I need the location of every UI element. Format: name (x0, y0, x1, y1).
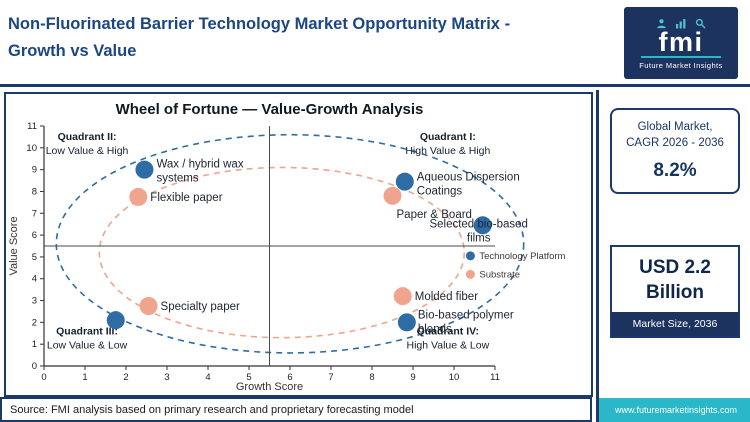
legend-label: Substrate (479, 269, 520, 280)
y-tick-label: 6 (32, 230, 37, 241)
market-size-value: USD 2.2 Billion (612, 247, 738, 312)
data-point-label: films (467, 232, 491, 244)
data-point-label: Molded fiber (415, 291, 478, 303)
wheel-ellipse (98, 166, 466, 339)
data-point (106, 311, 125, 330)
y-tick-label: 8 (32, 186, 37, 197)
data-point-label: Bio-based polymer (418, 309, 514, 321)
logo-icons (656, 16, 706, 29)
x-tick-label: 2 (123, 372, 128, 383)
quadrant-desc: High Value & Low (407, 339, 490, 351)
data-point-label: Selected bio-based (429, 218, 527, 230)
y-tick-label: 11 (27, 121, 37, 132)
quadrant-label: Quadrant I: (420, 131, 476, 143)
sidebar: Global Market, CAGR 2026 - 2036 8.2% USD… (596, 90, 750, 422)
market-size-card: USD 2.2 Billion Market Size, 2036 (610, 245, 740, 339)
x-tick-label: 5 (246, 372, 251, 383)
x-axis-label: Growth Score (236, 381, 303, 393)
cagr-label-line2: CAGR 2026 - 2036 (626, 136, 724, 149)
chart-svg: 0 1 2 3 4 5 6 7 8 9 10 11 0 1 2 3 4 5 6 7 8 9 10 11 Wheel of For… (8, 101, 566, 393)
fmi-logo: fmi Future Market Insights (624, 7, 738, 79)
quadrant-desc: Low Value & High (46, 145, 129, 157)
page-title: Non-Fluorinated Barrier Technology Marke… (8, 11, 510, 65)
x-tick-label: 9 (410, 372, 415, 383)
quadrant-label: Quadrant II: (58, 131, 117, 143)
source-note: Source: FMI analysis based on primary re… (0, 397, 592, 422)
y-tick-label: 9 (32, 165, 37, 176)
cagr-card: Global Market, CAGR 2026 - 2036 8.2% (610, 108, 740, 195)
data-point-label: Paper & Board (397, 209, 472, 221)
data-point-label: Flexible paper (150, 192, 222, 204)
logo-monogram: fmi (658, 27, 704, 57)
quadrant-desc: High Value & High (405, 145, 490, 157)
person-icon (656, 18, 667, 29)
cagr-value: 8.2% (653, 160, 697, 182)
legend-label: Technology Platform (479, 251, 565, 262)
market-size-value-line2: Billion (645, 281, 705, 303)
x-tick-label: 1 (82, 372, 87, 383)
quadrant-desc: Low Value & Low (47, 339, 128, 351)
title-line2: Growth vs Value (8, 42, 137, 61)
data-point-label: systems (156, 173, 198, 185)
y-tick-label: 3 (32, 296, 37, 307)
data-point-label: Wax / hybrid wax (156, 159, 243, 171)
legend-swatch (465, 251, 475, 261)
x-tick-label: 3 (164, 372, 169, 383)
quadrant-label: Quadrant III: (56, 325, 118, 337)
x-tick-label: 10 (449, 372, 460, 383)
source-text: Source: FMI analysis based on primary re… (10, 403, 414, 416)
scatter-chart: 0 1 2 3 4 5 6 7 8 9 10 11 0 1 2 3 4 5 6 7 8 9 10 11 Wheel of For… (6, 94, 591, 394)
x-tick-label: 0 (41, 372, 46, 383)
data-point (393, 287, 412, 306)
logo-tagline: Future Market Insights (639, 61, 723, 70)
x-tick-label: 11 (490, 372, 500, 383)
data-point (383, 186, 402, 205)
website-strip: www.futuremarketinsights.com (599, 398, 750, 422)
data-point (397, 313, 416, 332)
data-point-label: Specialty paper (161, 301, 240, 313)
x-tick-label: 7 (328, 372, 333, 383)
market-size-caption: Market Size, 2036 (612, 312, 738, 337)
logo-divider (641, 56, 721, 58)
market-size-value-line1: USD 2.2 (639, 257, 711, 278)
quadrant-label: Quadrant IV: (417, 325, 479, 337)
y-tick-label: 10 (26, 143, 37, 154)
title-line1: Non-Fluorinated Barrier Technology Marke… (8, 15, 511, 33)
header: Non-Fluorinated Barrier Technology Marke… (0, 0, 750, 87)
x-tick-label: 6 (287, 372, 292, 383)
bar-chart-icon (675, 18, 687, 29)
chart-panel: 0 1 2 3 4 5 6 7 8 9 10 11 0 1 2 3 4 5 6 7 8 9 10 11 Wheel of For… (4, 92, 593, 397)
data-point-label: blends (418, 323, 452, 335)
data-point-label: Coatings (417, 186, 463, 198)
y-tick-label: 1 (32, 339, 37, 350)
data-point (139, 297, 158, 315)
data-point (473, 216, 492, 235)
y-tick-label: 2 (32, 317, 37, 328)
data-point (395, 172, 414, 191)
x-tick-label: 8 (369, 372, 374, 383)
chart-title: Wheel of Fortune — Value-Growth Analysis (116, 101, 424, 118)
legend-swatch (465, 269, 475, 279)
data-point (129, 187, 148, 206)
y-tick-label: 7 (32, 208, 37, 219)
y-tick-label: 4 (32, 274, 37, 285)
y-axis-label: Value Score (8, 216, 20, 275)
y-tick-label: 5 (32, 252, 37, 263)
data-point-label: Aqueous Dispersion (417, 172, 520, 184)
data-point (135, 160, 154, 179)
wheel-ellipse (55, 133, 525, 354)
magnifier-icon (695, 18, 706, 29)
cagr-label-line1: Global Market, (637, 121, 713, 133)
x-tick-label: 4 (205, 372, 210, 383)
y-tick-label: 0 (32, 361, 37, 372)
